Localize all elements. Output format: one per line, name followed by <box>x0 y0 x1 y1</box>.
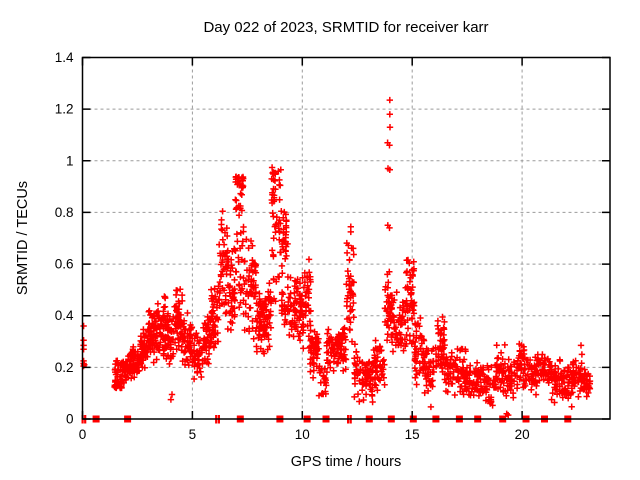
y-tick-label: 0.4 <box>55 308 74 323</box>
y-axis-label: SRMTID / TECUs <box>15 181 31 295</box>
x-tick-label: 0 <box>79 427 87 442</box>
plot-border <box>81 56 611 420</box>
y-tick-label: 0 <box>66 412 74 427</box>
scatter-points <box>80 96 594 419</box>
y-tick-label: 1 <box>66 153 74 168</box>
x-axis-label: GPS time / hours <box>291 454 401 470</box>
y-tick-label: 1.2 <box>55 102 74 117</box>
x-tick-label: 5 <box>189 427 197 442</box>
gridlines <box>82 57 610 419</box>
y-tick-label: 0.8 <box>55 205 74 220</box>
x-tick-label: 10 <box>295 427 310 442</box>
axis-ticks <box>81 56 610 420</box>
y-tick-label: 1.4 <box>55 50 74 65</box>
x-tick-labels: 0 5 10 15 20 <box>79 427 530 442</box>
y-tick-labels: 0 0.2 0.4 0.6 0.8 1 1.2 1.4 <box>55 50 74 427</box>
x-tick-label: 15 <box>405 427 420 442</box>
x-tick-label: 20 <box>515 427 530 442</box>
y-tick-label: 0.2 <box>55 360 74 375</box>
y-tick-label: 0.6 <box>55 257 74 272</box>
chart-title: Day 022 of 2023, SRMTID for receiver kar… <box>203 19 488 36</box>
